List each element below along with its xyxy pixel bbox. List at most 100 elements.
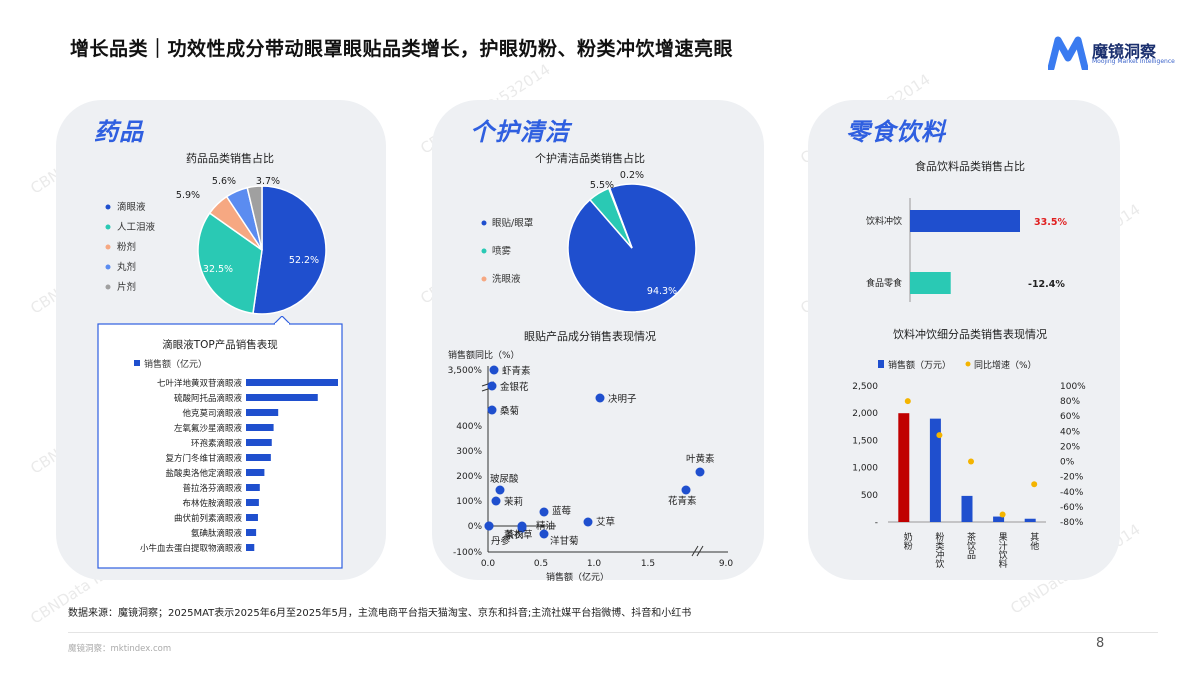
category-drug: 药品	[94, 118, 144, 146]
y-tick-label: -	[875, 518, 878, 528]
bar-category-label: 盐酸奥洛他定滴眼液	[165, 468, 242, 479]
pie-label: 3.7%	[256, 176, 280, 187]
legend-label: 同比增速（%）	[974, 359, 1037, 371]
scatter-point	[539, 507, 549, 517]
category-food: 零食饮料	[846, 118, 946, 146]
legend-marker	[134, 360, 140, 366]
legend-marker	[105, 244, 111, 250]
scatter-point	[491, 496, 501, 506]
pie-slice	[197, 212, 263, 315]
bar-category-label: 布林佐胺滴眼液	[182, 498, 242, 509]
bar	[246, 544, 255, 551]
x-category-label: 果汁饮料	[997, 532, 1008, 569]
bar	[246, 439, 272, 446]
care-pie-title: 个护清洁品类销售占比	[535, 152, 645, 165]
bar-category-label: 氨碘肽滴眼液	[191, 528, 243, 539]
y-tick-label: 200%	[456, 472, 482, 482]
pie-label: 0.2%	[620, 170, 644, 181]
legend-marker	[481, 276, 487, 282]
scatter-point-label: 茉莉	[504, 496, 523, 508]
callout-pointer	[273, 316, 291, 325]
x-tick-label: 0.5	[534, 559, 548, 569]
bar	[246, 379, 338, 386]
scatter-point-label: 叶黄素	[686, 453, 715, 465]
pie-slice	[246, 185, 263, 251]
legend-label: 滴眼液	[117, 201, 146, 213]
scatter-point-label: 薰衣草	[504, 529, 533, 541]
x-category-label: 粉类冲饮	[933, 531, 944, 569]
pie-label: 32.5%	[203, 264, 233, 275]
beverage-combo-chart: 销售额（万元） 同比增速（%） - 500 1,000 1,500 2,000 2,500 -8…	[852, 359, 1086, 569]
growth-dot	[904, 398, 911, 405]
bar	[246, 529, 257, 536]
y2-tick-label: -80%	[1060, 518, 1084, 528]
bar-category-label: 硫酸阿托品滴眼液	[174, 393, 243, 404]
scatter-point	[484, 521, 494, 531]
scatter-point	[517, 523, 527, 533]
bar-category-label: 普拉洛芬滴眼液	[182, 483, 242, 494]
scatter-point	[539, 529, 549, 539]
y-tick-label: 500	[861, 491, 878, 501]
bar-category-label: 七叶洋地黄双苷滴眼液	[157, 378, 243, 389]
scatter-point	[595, 393, 605, 403]
bar	[961, 495, 973, 522]
bar	[246, 424, 274, 431]
x-axis-title: 销售额（亿元）	[546, 571, 609, 583]
scatter-point	[489, 365, 499, 375]
drug-pie-title: 药品品类销售占比	[186, 152, 274, 165]
scatter-point-label: 丹参	[491, 535, 511, 547]
legend-label: 眼贴/眼罩	[492, 217, 533, 229]
scatter-point	[583, 517, 593, 527]
x-category-label: 茶饮品	[965, 531, 976, 560]
scatter-point-label: 艾草	[596, 516, 615, 528]
pie-label: 94.3%	[647, 286, 677, 297]
panel-care	[432, 100, 764, 580]
pie-slice	[252, 185, 327, 315]
logo-name: 魔镜洞察	[1092, 42, 1157, 61]
legend-label: 销售额（万元）	[888, 359, 951, 371]
y-tick-label: 0%	[468, 522, 483, 532]
bar	[910, 272, 951, 294]
bar	[993, 516, 1005, 522]
bar-category-label: 小牛血去蛋白提取物滴眼液	[140, 543, 243, 554]
scatter-point	[695, 467, 705, 477]
growth-dot	[999, 511, 1006, 518]
scatter-point	[681, 485, 691, 495]
food-bar-title: 饮料冲饮细分品类销售表现情况	[893, 328, 1047, 341]
bar	[246, 394, 318, 401]
scatter-point-label: 花青素	[668, 495, 697, 507]
y2-tick-label: 80%	[1060, 397, 1080, 407]
footer-text: 魔镜洞察：mktindex.com	[68, 644, 172, 654]
scatter-point-label: 玻尿酸	[490, 473, 519, 485]
legend-marker	[105, 284, 111, 290]
bar	[246, 499, 259, 506]
legend-label: 喷雾	[492, 246, 512, 257]
y-axis-title: 销售额同比（%）	[448, 349, 520, 361]
scatter-point-label: 蓝莓	[552, 505, 572, 517]
growth-dot	[968, 458, 974, 465]
growth-dot	[1031, 481, 1038, 488]
pie-label: 5.9%	[176, 190, 200, 201]
scatter-point-label: 决明子	[608, 393, 637, 405]
legend-marker	[105, 224, 111, 230]
y-tick-label: 2,500	[852, 382, 878, 392]
bar	[246, 514, 258, 521]
page-title: 增长品类｜功效性成分带动眼罩眼贴品类增长，护眼奶粉、粉类冲饮增速亮眼	[70, 38, 734, 60]
scatter-point	[495, 485, 505, 495]
legend-label: 销售额（亿元）	[144, 358, 207, 370]
legend-marker	[878, 360, 884, 368]
legend-label: 粉剂	[117, 241, 136, 253]
x-category-label: 其他	[1028, 532, 1039, 551]
y2-tick-label: -40%	[1060, 488, 1084, 498]
legend-label: 片剂	[117, 281, 136, 293]
scatter-point	[487, 381, 497, 391]
legend-marker	[481, 248, 487, 254]
bar	[929, 418, 941, 522]
food-share-title: 食品饮料品类销售占比	[915, 160, 1025, 173]
bar-category-label: 食品零食	[866, 277, 902, 289]
scatter-point-label: 洋甘菊	[550, 535, 579, 547]
bar-category-label: 复方门冬维甘滴眼液	[165, 453, 242, 464]
y2-tick-label: 0%	[1060, 458, 1075, 468]
